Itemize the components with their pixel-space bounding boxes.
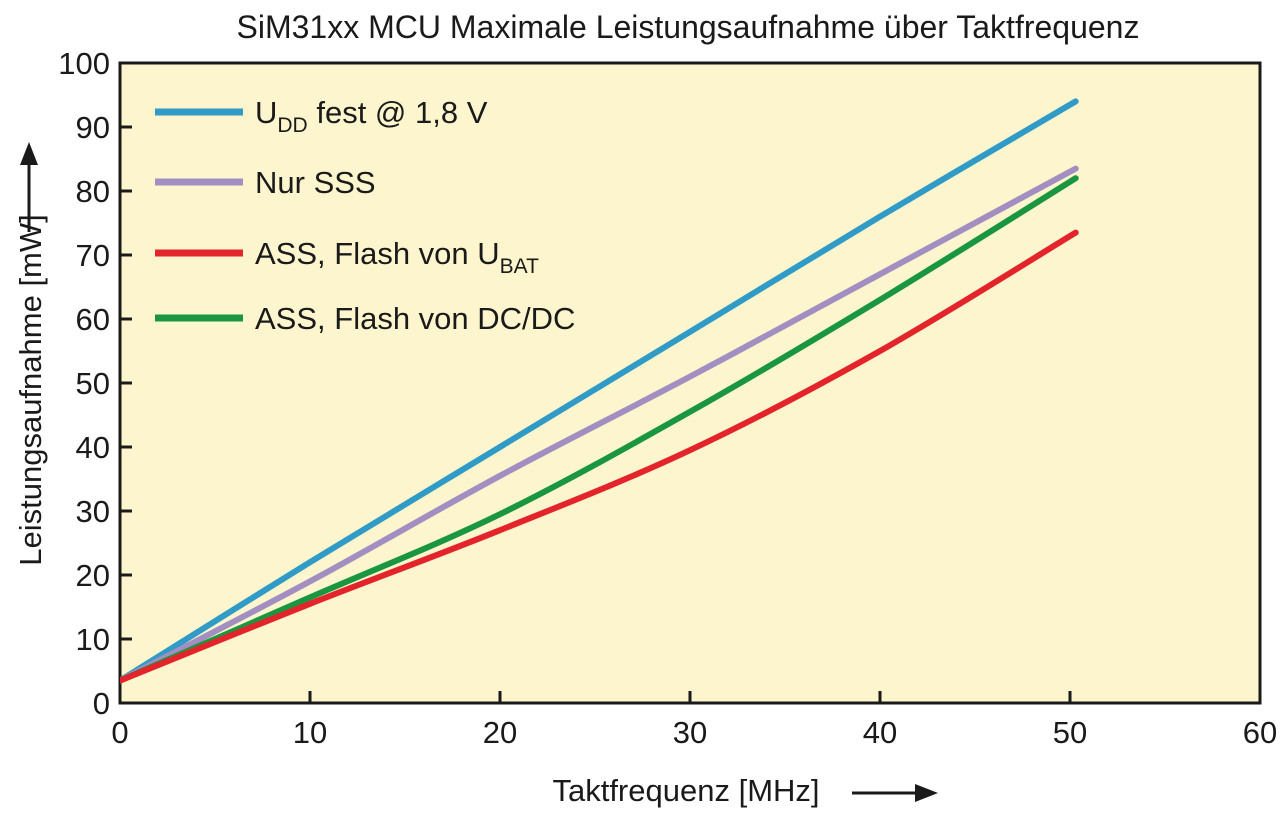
x-axis-arrow <box>852 784 938 802</box>
y-tick-label: 70 <box>76 238 110 273</box>
legend-label-1: UDD fest @ 1,8 V <box>255 95 488 137</box>
series-line-3 <box>120 229 1079 684</box>
y-axis: 0 10 20 30 40 50 60 70 80 90 100 <box>58 46 132 721</box>
series-line-4 <box>120 175 1079 684</box>
y-axis-label: Leistungsaufnahme [mW] <box>13 214 48 566</box>
series-layer <box>120 98 1079 684</box>
y-tick-label: 30 <box>76 494 110 529</box>
x-axis-label: Taktfrequenz [MHz] <box>552 773 819 808</box>
series-line-1 <box>120 98 1079 684</box>
x-tick-label: 20 <box>483 715 517 750</box>
legend-label-4: ASS, Flash von DC/DC <box>255 301 575 336</box>
y-tick-label: 90 <box>76 110 110 145</box>
y-tick-label: 60 <box>76 302 110 337</box>
x-tick-label: 60 <box>1243 715 1277 750</box>
y-tick-label: 20 <box>76 558 110 593</box>
y-tick-label: 0 <box>93 686 110 721</box>
x-axis: 0 10 20 30 40 50 60 <box>111 691 1277 750</box>
x-tick-label: 0 <box>111 715 128 750</box>
series-line-2 <box>120 165 1079 684</box>
x-tick-label: 30 <box>673 715 707 750</box>
legend-label-3: ASS, Flash von UBAT <box>255 236 539 278</box>
y-tick-label: 50 <box>76 366 110 401</box>
y-tick-label: 100 <box>58 46 110 81</box>
x-tick-label: 40 <box>863 715 897 750</box>
x-tick-label: 50 <box>1053 715 1087 750</box>
y-axis-arrow <box>20 142 38 232</box>
y-tick-label: 10 <box>76 622 110 657</box>
chart-title: SiM31xx MCU Maximale Leistungsaufnahme ü… <box>237 9 1140 45</box>
y-tick-label: 80 <box>76 174 110 209</box>
legend: UDD fest @ 1,8 V Nur SSS ASS, Flash von UB… <box>155 95 575 336</box>
y-tick-label: 40 <box>76 430 110 465</box>
legend-label-2: Nur SSS <box>255 165 376 200</box>
x-tick-label: 10 <box>293 715 327 750</box>
